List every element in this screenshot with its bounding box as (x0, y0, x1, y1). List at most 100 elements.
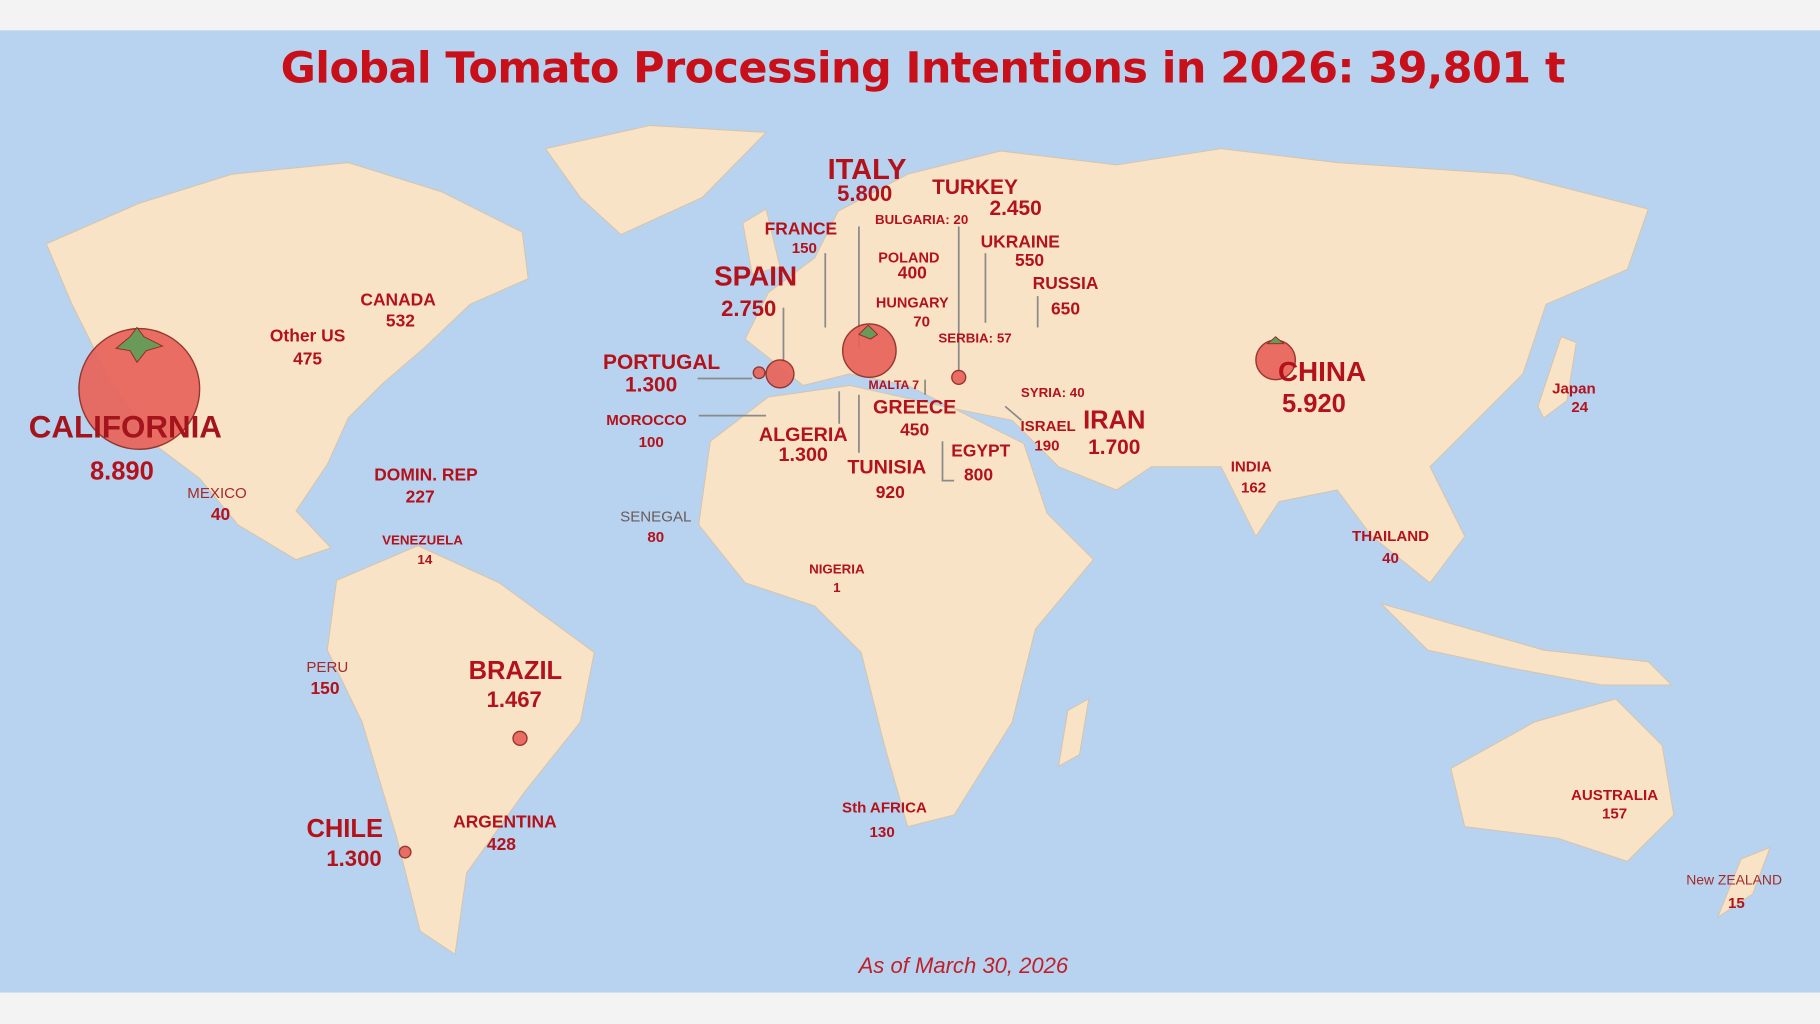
region-value: 70 (913, 313, 930, 330)
inline-label-serbia: SERBIA: 57 (938, 331, 1011, 346)
tomato-icon-portugal (752, 366, 766, 380)
region-name: TUNISIA (847, 457, 926, 479)
region-name: PORTUGAL (603, 351, 720, 374)
inline-label-malta: MALTA 7 (869, 378, 920, 392)
region-value: 157 (1602, 805, 1627, 822)
region-name: AUSTRALIA (1571, 787, 1658, 804)
region-name: BRAZIL (469, 657, 563, 685)
eurasia (744, 148, 1649, 584)
region-value: 800 (964, 465, 993, 485)
madagascar (1057, 698, 1090, 768)
region-value: 1.300 (326, 846, 381, 871)
region-name: GREECE (873, 396, 956, 418)
region-name: MOROCCO (606, 412, 687, 429)
leader-lines (697, 226, 1039, 482)
region-value: 428 (487, 834, 516, 854)
south-america (326, 545, 595, 956)
region-name: FRANCE (765, 219, 838, 239)
region-name: UKRAINE (981, 231, 1060, 251)
region-value: 15 (1728, 895, 1745, 912)
north-america (45, 162, 529, 561)
region-name: POLAND (878, 250, 939, 266)
tomato-icon-california (78, 326, 201, 451)
region-name: SPAIN (714, 261, 797, 292)
japan (1537, 336, 1577, 419)
region-value: 150 (310, 678, 339, 698)
inline-label-bulgaria: BULGARIA: 20 (875, 212, 968, 227)
region-name: ARGENTINA (453, 812, 557, 832)
region-value: 450 (900, 419, 929, 439)
region-value: 1.467 (487, 687, 542, 712)
region-name: Japan (1552, 381, 1596, 398)
region-value: 650 (1051, 299, 1080, 319)
region-name: ALGERIA (759, 424, 848, 446)
region-name: PERU (306, 659, 348, 676)
region-name: DOMIN. REP (374, 465, 478, 485)
region-name: TURKEY (932, 176, 1018, 199)
region-name: MEXICO (187, 485, 246, 502)
region-value: 2.450 (990, 197, 1042, 220)
region-value: 475 (293, 349, 322, 369)
region-name: IRAN (1083, 406, 1145, 434)
region-name: CANADA (360, 289, 436, 309)
region-value: 532 (386, 310, 415, 330)
tomato-markers (78, 323, 1297, 859)
region-name: HUNGARY (876, 296, 949, 312)
region-name: ISRAEL (1020, 418, 1075, 435)
tomato-icon-spain (765, 359, 795, 389)
region-value: 190 (1034, 437, 1059, 454)
region-value: 227 (406, 487, 435, 507)
tomato-icon-chile (398, 845, 412, 859)
region-value: 14 (417, 552, 432, 567)
region-name: Other US (270, 325, 345, 345)
uk (742, 208, 781, 275)
region-name: CALIFORNIA (29, 410, 222, 445)
region-value: 24 (1571, 399, 1588, 416)
region-value: 1.700 (1088, 436, 1140, 459)
region-name: CHILE (306, 815, 383, 843)
region-value: 162 (1241, 479, 1266, 496)
as-of-date: As of March 30, 2026 (857, 953, 1069, 978)
region-name: SENEGAL (620, 508, 691, 525)
region-name: INDIA (1231, 458, 1272, 475)
region-value: 2.750 (721, 296, 776, 321)
region-value: 40 (211, 504, 230, 524)
region-name: RUSSIA (1033, 273, 1099, 293)
africa (698, 385, 1095, 828)
region-value: 100 (639, 434, 664, 451)
region-value: 1 (833, 580, 841, 595)
region-value: 150 (792, 240, 817, 257)
new-zealand (1716, 846, 1771, 919)
tomato-icon-italy (841, 323, 897, 379)
region-value: 40 (1382, 550, 1399, 567)
tomato-icon-china (1255, 336, 1297, 381)
region-value: 5.800 (837, 181, 892, 206)
region-value: 130 (870, 824, 895, 841)
region-value: 400 (898, 263, 927, 283)
tomato-icon-brazil (512, 730, 528, 747)
region-name: New ZEALAND (1686, 872, 1782, 888)
region-name: EGYPT (951, 440, 1010, 460)
australia (1450, 698, 1675, 862)
continents (45, 125, 1771, 956)
tomato-icon-turkey (951, 369, 967, 386)
region-value: 1.300 (779, 444, 828, 466)
region-name: VENEZUELA (382, 533, 463, 548)
region-value: 8.890 (90, 458, 154, 486)
region-value: 920 (876, 482, 905, 502)
region-name: Sth AFRICA (842, 800, 927, 817)
region-value: 1.300 (625, 373, 677, 396)
region-name: THAILAND (1352, 528, 1429, 545)
region-name: CHINA (1278, 356, 1366, 387)
region-labels: CALIFORNIA 8.890 Other US 475 CANADA 532… (29, 154, 1782, 912)
region-name: NIGERIA (809, 562, 865, 577)
region-value: 80 (647, 529, 664, 546)
region-name: ITALY (828, 154, 907, 186)
region-value: 5.920 (1282, 390, 1346, 418)
region-value: 550 (1015, 250, 1044, 270)
greenland (544, 125, 768, 236)
map-title: Global Tomato Processing Intentions in 2… (281, 44, 1565, 94)
indonesia (1379, 602, 1673, 686)
inline-label-syria: SYRIA: 40 (1021, 385, 1085, 400)
